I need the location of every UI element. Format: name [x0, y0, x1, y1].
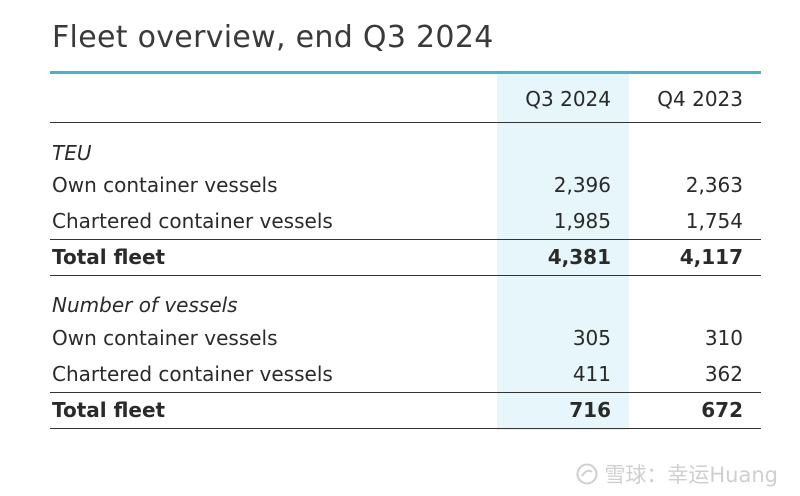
- page-title: Fleet overview, end Q3 2024: [52, 20, 494, 55]
- total-divider-bottom: [50, 275, 761, 276]
- total-divider-top: [50, 239, 761, 240]
- row-label: Own container vessels: [52, 173, 278, 197]
- total-divider-top: [50, 392, 761, 393]
- header-divider: [50, 122, 761, 123]
- cell-value: 411: [572, 362, 611, 386]
- watermark: 雪球：幸运Huang: [576, 459, 778, 489]
- row-label: Own container vessels: [52, 326, 278, 350]
- total-value: 672: [701, 398, 743, 422]
- table-bottom-rule: [50, 428, 761, 429]
- cell-value: 362: [704, 362, 743, 386]
- column-header-q3-2024: Q3 2024: [525, 87, 611, 111]
- total-value: 4,381: [547, 245, 611, 269]
- cell-value: 2,363: [685, 173, 743, 197]
- total-row-label: Total fleet: [52, 245, 166, 269]
- snowball-logo-icon: [576, 463, 598, 485]
- cell-value: 1,985: [553, 209, 611, 233]
- total-value: 4,117: [679, 245, 743, 269]
- total-row-label: Total fleet: [52, 398, 166, 422]
- section-label-number-of-vessels: Number of vessels: [52, 293, 238, 317]
- cell-value: 305: [572, 326, 611, 350]
- cell-value: 310: [704, 326, 743, 350]
- total-value: 716: [569, 398, 611, 422]
- cell-value: 2,396: [553, 173, 611, 197]
- row-label: Chartered container vessels: [52, 362, 333, 386]
- title-underline: [50, 71, 761, 74]
- row-label: Chartered container vessels: [52, 209, 333, 233]
- current-period-column-highlight: [497, 74, 629, 430]
- section-label-teu: TEU: [52, 141, 92, 165]
- cell-value: 1,754: [685, 209, 743, 233]
- watermark-text: 雪球：幸运Huang: [604, 463, 778, 487]
- column-header-q4-2023: Q4 2023: [657, 87, 743, 111]
